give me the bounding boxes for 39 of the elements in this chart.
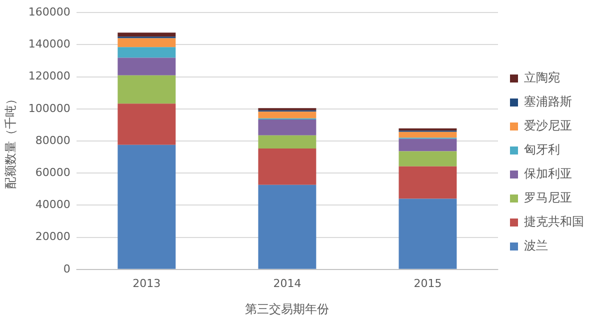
y-tick-label: 100000 [28,102,70,115]
y-tick-label: 20000 [35,230,70,244]
bar [118,58,176,76]
x-axis-title: 第三交易期年份 [245,302,330,316]
bar [118,32,176,37]
x-tick-label: 2013 [132,276,161,290]
legend-label: 立陶宛 [524,70,560,85]
bar [398,198,457,269]
bar [258,112,316,118]
y-tick-label: 120000 [28,70,70,83]
bar [118,75,176,104]
bar [118,104,176,145]
bar [398,166,457,199]
bar [118,38,176,48]
y-tick-label: 80000 [35,134,70,147]
bar [398,132,457,138]
x-tick-label: 2014 [273,276,302,290]
bar [258,148,316,185]
y-tick-label: 160000 [28,5,70,18]
y-tick-label: 60000 [35,166,70,179]
y-tick-label: 0 [63,262,70,276]
x-tick-label: 2015 [414,276,442,290]
legend-label: 匈牙利 [524,142,560,157]
y-tick-label: 40000 [35,198,70,212]
legend-label: 塞浦路斯 [524,94,572,109]
bar [118,144,176,269]
bar [398,138,457,152]
y-axis-title: 配额数量（千吨） [3,93,18,189]
legend-label: 波兰 [524,238,548,253]
legend-label: 保加利亚 [524,166,572,181]
y-tick-label: 140000 [28,38,70,51]
bar [258,184,316,269]
legend-label: 爱沙尼亚 [524,118,572,133]
legend-label: 捷克共和国 [524,214,584,229]
bar [118,47,176,58]
bar [258,119,316,136]
bar [398,151,457,166]
bar [258,135,316,149]
legend-label: 罗马尼亚 [524,190,572,205]
